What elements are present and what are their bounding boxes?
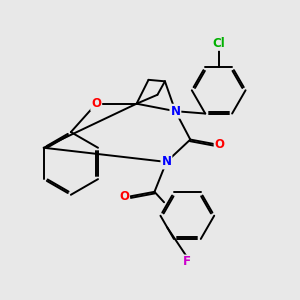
Text: N: N xyxy=(170,105,180,118)
Text: O: O xyxy=(91,97,101,110)
Text: O: O xyxy=(214,137,225,151)
Text: O: O xyxy=(119,190,129,203)
Text: F: F xyxy=(183,256,191,268)
Text: Cl: Cl xyxy=(212,37,225,50)
Text: N: N xyxy=(161,155,171,168)
